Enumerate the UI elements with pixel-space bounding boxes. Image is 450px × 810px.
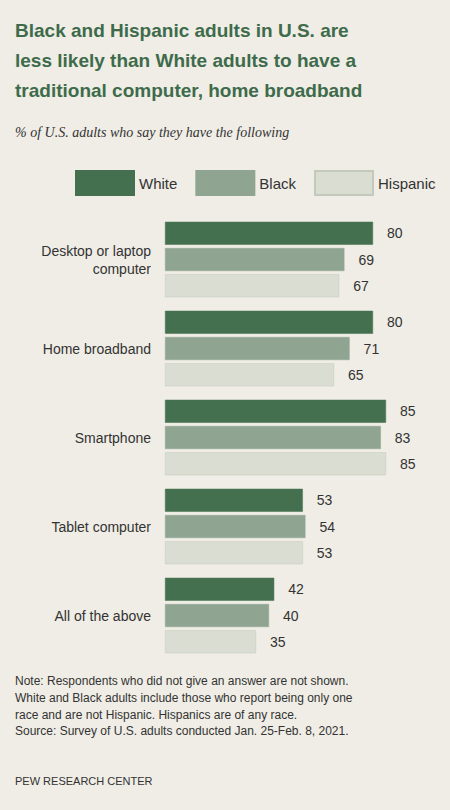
svg-text:42: 42 bbox=[288, 581, 304, 597]
svg-text:67: 67 bbox=[353, 278, 369, 294]
svg-text:White and Black adults include: White and Black adults include those who… bbox=[15, 691, 353, 705]
svg-text:65: 65 bbox=[348, 367, 364, 383]
svg-text:54: 54 bbox=[319, 519, 335, 535]
svg-text:85: 85 bbox=[400, 456, 416, 472]
svg-text:Black and Hispanic adults in U: Black and Hispanic adults in U.S. are bbox=[15, 20, 349, 41]
svg-text:80: 80 bbox=[387, 314, 403, 330]
svg-text:race and are not Hispanic. His: race and are not Hispanic. Hispanics are… bbox=[15, 708, 297, 722]
svg-text:% of U.S. adults who say they: % of U.S. adults who say they have the f… bbox=[15, 125, 289, 140]
svg-text:53: 53 bbox=[317, 545, 333, 561]
svg-text:computer: computer bbox=[93, 261, 152, 277]
svg-text:85: 85 bbox=[400, 403, 416, 419]
svg-text:Smartphone: Smartphone bbox=[75, 430, 151, 446]
svg-text:White: White bbox=[139, 175, 177, 192]
svg-text:All of the above: All of the above bbox=[54, 608, 151, 624]
svg-text:80: 80 bbox=[387, 225, 403, 241]
svg-text:Hispanic: Hispanic bbox=[378, 175, 436, 192]
svg-text:less likely than White adults: less likely than White adults to have a bbox=[15, 50, 356, 71]
svg-text:Home broadband: Home broadband bbox=[43, 341, 151, 357]
svg-text:Tablet computer: Tablet computer bbox=[51, 519, 151, 535]
svg-text:83: 83 bbox=[395, 430, 411, 446]
svg-text:Note: Respondents who did not: Note: Respondents who did not give an an… bbox=[15, 674, 349, 688]
svg-text:71: 71 bbox=[364, 341, 380, 357]
svg-text:40: 40 bbox=[283, 608, 299, 624]
svg-text:69: 69 bbox=[358, 252, 374, 268]
svg-text:PEW RESEARCH CENTER: PEW RESEARCH CENTER bbox=[15, 775, 153, 787]
svg-text:53: 53 bbox=[317, 492, 333, 508]
svg-text:Black: Black bbox=[259, 175, 296, 192]
svg-text:Source: Survey of U.S. adults: Source: Survey of U.S. adults conducted … bbox=[15, 724, 349, 738]
svg-text:35: 35 bbox=[270, 634, 286, 650]
svg-text:Desktop or laptop: Desktop or laptop bbox=[41, 243, 151, 259]
svg-text:traditional computer, home bro: traditional computer, home broadband bbox=[15, 80, 362, 101]
